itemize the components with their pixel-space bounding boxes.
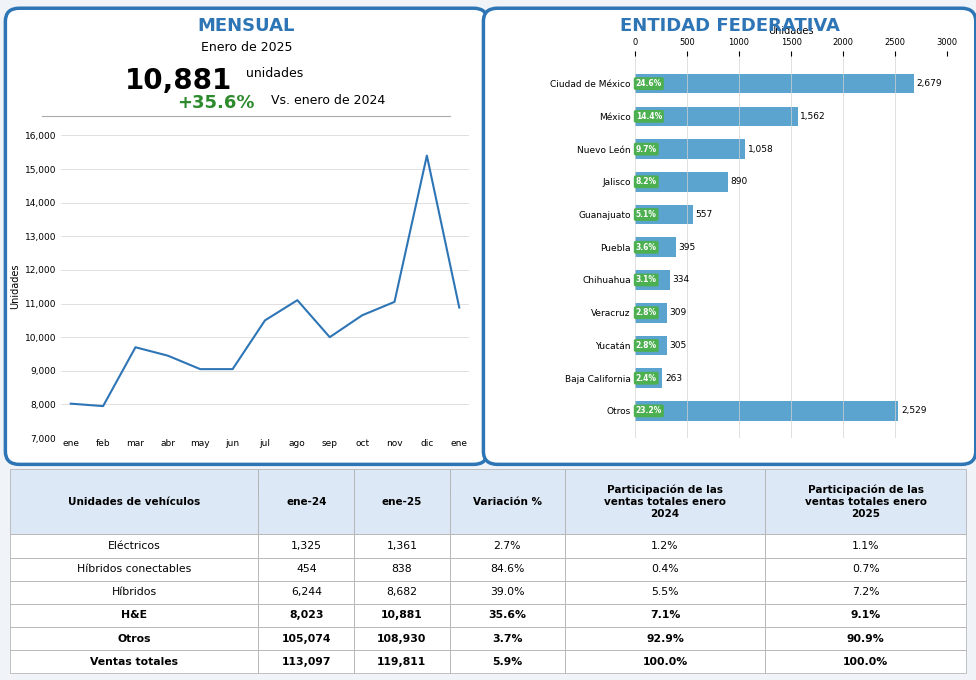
Text: +35.6%: +35.6% bbox=[177, 94, 255, 112]
Text: MENSUAL: MENSUAL bbox=[198, 17, 295, 35]
Text: ENTIDAD FEDERATIVA: ENTIDAD FEDERATIVA bbox=[620, 17, 839, 35]
Text: 10,881: 10,881 bbox=[125, 67, 232, 95]
Text: Enero de 2025: Enero de 2025 bbox=[201, 41, 292, 54]
Text: unidades: unidades bbox=[242, 67, 304, 80]
FancyBboxPatch shape bbox=[6, 8, 488, 464]
FancyBboxPatch shape bbox=[483, 8, 976, 464]
Text: Vs. enero de 2024: Vs. enero de 2024 bbox=[267, 94, 386, 107]
